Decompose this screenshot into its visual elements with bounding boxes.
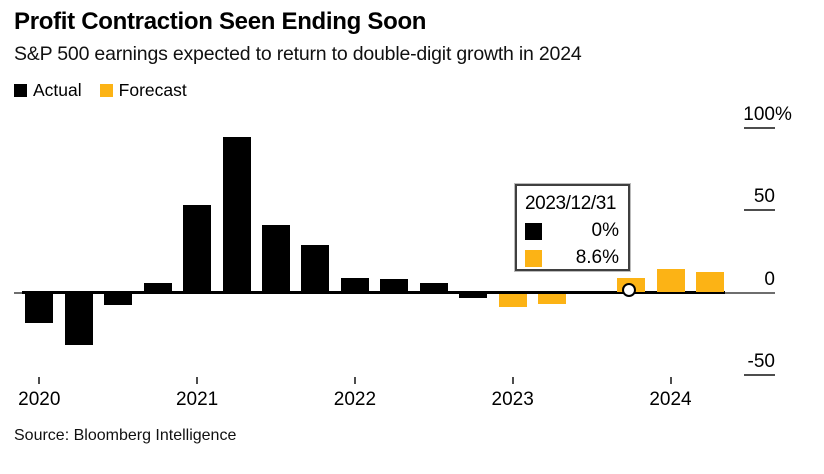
x-axis-label-2024: 2024 [649,389,692,410]
x-axis-label-2020: 2020 [18,389,61,410]
x-axis-tick [353,377,356,384]
tooltip-row-forecast: 8.6% [525,247,619,269]
bar-2020-q2[interactable] [64,293,93,346]
bar-2024-q2[interactable] [695,271,724,293]
tooltip-forecast-swatch-icon [525,249,542,267]
zero-axis-line [22,290,725,294]
bar-2021-q2[interactable] [222,137,251,293]
bar-2022-q4[interactable] [459,293,488,299]
highlight-marker-icon [621,283,636,297]
x-axis-label-2023: 2023 [491,389,534,410]
x-axis-tick [196,377,199,384]
x-axis-tick [511,377,514,384]
forecast-swatch-icon [99,84,113,97]
bar-2021-q3[interactable] [262,225,290,293]
y-axis-tick [743,209,775,212]
legend-item-forecast[interactable]: Forecast [99,80,187,101]
chart-subtitle: S&P 500 earnings expected to return to d… [14,43,582,65]
y-axis-label: 0 [764,268,775,290]
y-axis-tick [743,127,775,130]
bar-2020-q3[interactable] [104,293,133,305]
y-axis-label: -50 [747,350,775,372]
tooltip-actual-swatch-icon [525,222,542,240]
actual-swatch-icon [14,84,27,97]
bar-2020-q1[interactable] [25,293,54,324]
bar-2020-q4[interactable] [143,283,172,293]
y-axis-tick [743,373,775,376]
bar-2022-q2[interactable] [380,278,409,293]
bar-2022-q3[interactable] [419,283,448,293]
tooltip-forecast-value: 8.6% [575,247,619,268]
legend-label-forecast: Forecast [118,80,187,100]
bar-2022-q1[interactable] [340,277,369,293]
bar-2023-q1[interactable] [498,293,527,307]
chart-tooltip: 2023/12/31 0% 8.6% [515,184,630,271]
legend-label-actual: Actual [33,80,82,100]
source-caption: Source: Bloomberg Intelligence [14,427,237,444]
bar-2023-q2[interactable] [538,293,567,304]
tooltip-actual-value: 0% [591,220,619,241]
x-axis-tick [669,377,672,384]
bar-2021-q1[interactable] [183,204,212,293]
y-axis-label: 50 [753,186,775,208]
legend-item-actual[interactable]: Actual [14,80,82,101]
x-axis-label-2021: 2021 [175,389,219,410]
x-axis-tick [38,377,41,384]
bar-2024-q1[interactable] [656,268,685,293]
tooltip-date: 2023/12/31 [525,193,617,214]
tooltip-row-actual: 0% [525,220,619,242]
chart-legend: Actual Forecast [14,80,187,101]
x-axis-label-2022: 2022 [333,389,377,410]
y-axis-label: 100% [743,104,792,126]
bar-2021-q4[interactable] [301,244,330,293]
chart-title: Profit Contraction Seen Ending Soon [14,8,427,35]
